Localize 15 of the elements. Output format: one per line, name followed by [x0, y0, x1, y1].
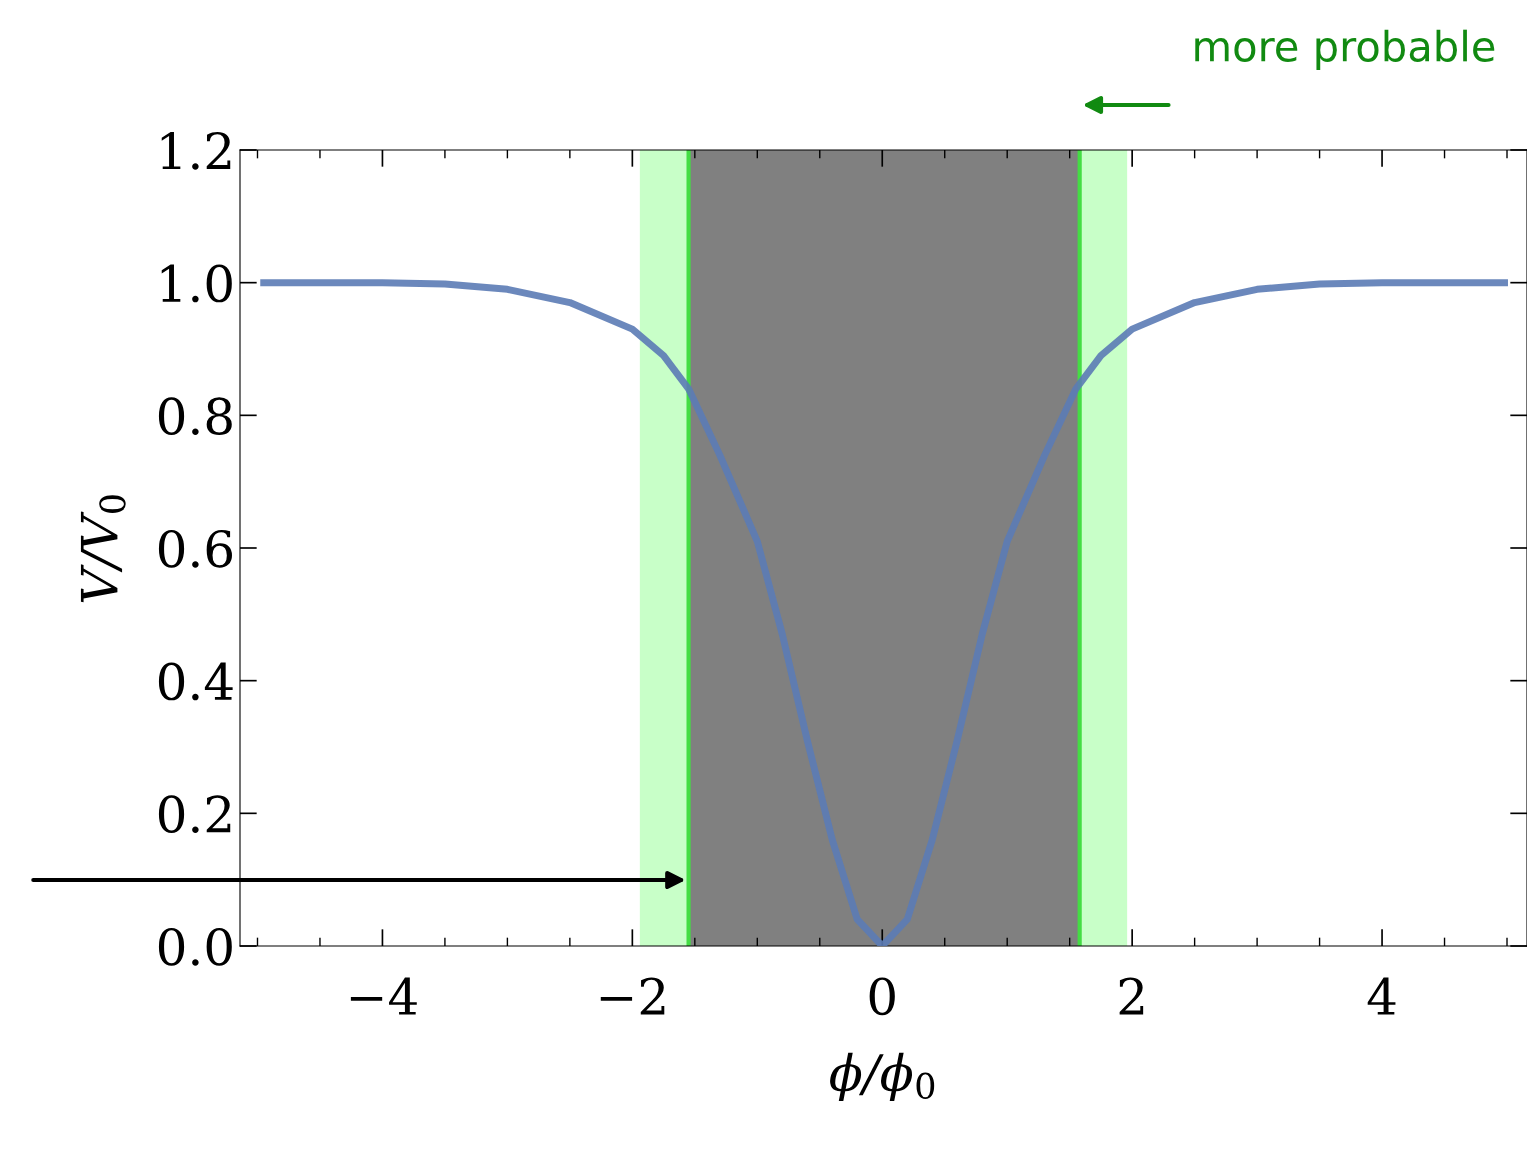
x-tick-label: 4 — [1367, 977, 1396, 1015]
y-tick-label: 0.8 — [158, 397, 232, 436]
y-axis-title: V/V$_{0}$ — [80, 495, 126, 603]
y-tick-label: 0.0 — [158, 927, 232, 966]
y-tick-label: 1.2 — [161, 131, 231, 170]
y-tick-label: 0.4 — [158, 662, 233, 701]
x-tick-label: −4 — [350, 977, 417, 1015]
x-axis-title: ϕ/ϕ$_{0}$ — [830, 1052, 935, 1102]
x-tick-label: 0 — [869, 977, 895, 1016]
text: more probable — [1195, 29, 1495, 70]
y-tick-label: 0.6 — [158, 529, 232, 568]
y-tick-label: 0.2 — [158, 795, 231, 834]
y-tick-label: 1.0 — [161, 264, 232, 303]
x-tick-label: −2 — [600, 977, 665, 1015]
x-tick-label: 2 — [1119, 977, 1144, 1015]
